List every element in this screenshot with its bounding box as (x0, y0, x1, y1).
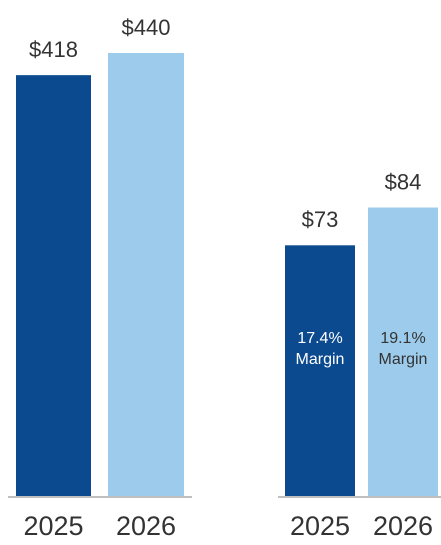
margin-label: 17.4% (297, 330, 342, 347)
value-label: $84 (385, 169, 422, 194)
bar (285, 245, 355, 496)
x-tick-label: 2026 (373, 511, 433, 541)
x-tick-label: 2026 (116, 511, 176, 541)
margin-label: 19.1% (380, 330, 425, 347)
bar (16, 75, 91, 497)
value-label: $440 (122, 15, 171, 40)
value-label: $73 (302, 207, 339, 232)
x-tick-label: 2025 (290, 511, 350, 541)
margin-label: Margin (379, 351, 428, 368)
x-tick-label: 2025 (23, 511, 83, 541)
value-label: $418 (29, 37, 78, 62)
bar (368, 207, 438, 496)
bar (108, 53, 184, 496)
margin-label: Margin (296, 351, 345, 368)
